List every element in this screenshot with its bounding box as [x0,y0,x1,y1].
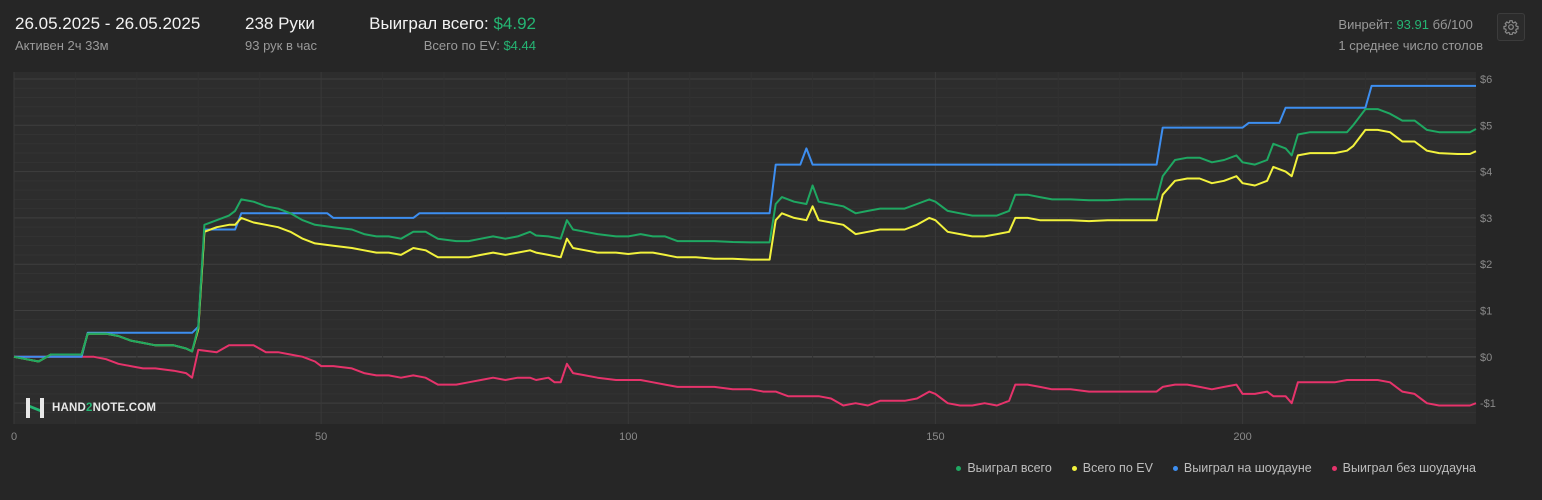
x-tick-label: 200 [1233,431,1251,443]
legend-label: Всего по EV [1082,461,1153,475]
y-tick-label: $3 [1480,213,1492,225]
date-range: 26.05.2025 - 26.05.2025 [15,14,201,33]
legend-label: Выиграл всего [967,461,1052,475]
winrate-label: Винрейт: [1338,17,1393,32]
ev-total-label: Всего по EV: [423,38,500,53]
y-tick-label: $1 [1480,306,1492,318]
x-tick-label: 50 [315,431,327,443]
y-tick-label: $6 [1480,74,1492,86]
x-axis-ticks: 0 50 100 150 200 [11,431,1252,443]
won-total-value: $4.92 [493,14,536,33]
y-tick-label: $0 [1480,352,1492,364]
hands-per-hour: 93 рук в час [245,38,317,53]
legend-dot-icon [1172,465,1178,471]
legend-label: Выиграл на шоудауне [1183,461,1312,475]
winrate-value: 93.91 [1396,17,1429,32]
legend-dot-icon [1331,465,1337,471]
date-block: 26.05.2025 - 26.05.2025 Активен 2ч 33м [15,14,200,54]
hands-count: 238 Руки [245,14,315,33]
plot-area [14,72,1476,424]
legend-item-won-total[interactable]: Выиграл всего [956,461,1052,475]
chart-grid [13,72,1476,424]
chart-series [13,84,1477,407]
legend-item-showdown[interactable]: Выиграл на шоудауне [1172,461,1312,475]
series-line-won-total [13,108,1477,363]
settings-button[interactable] [1497,13,1525,41]
logo-text-hand: HAND [52,402,87,414]
y-tick-label: -$1 [1480,398,1496,410]
x-tick-label: 100 [619,431,637,443]
legend-dot-icon [1071,465,1077,471]
hand2note-logo: HAND 2 NOTE.COM [24,397,156,419]
legend-item-ev-total[interactable]: Всего по EV [1071,461,1153,475]
x-tick-label: 150 [926,431,944,443]
hands-block: 238 Руки 93 рук в час [245,14,317,54]
hand2note-logo-icon [26,398,44,418]
y-tick-label: $4 [1480,167,1492,179]
y-tick-label: $2 [1480,259,1492,271]
ev-total-value: $4.44 [503,38,536,53]
active-time: Активен 2ч 33м [15,38,109,53]
logo-text-two: 2 [86,402,93,414]
gear-icon [1503,20,1519,35]
winnings-block: Выиграл всего: $4.92 Всего по EV: $4.44 [357,14,536,54]
avg-tables: 1 среднее число столов [1338,38,1483,53]
legend-dot-icon [956,465,962,471]
x-tick-label: 0 [11,431,17,443]
series-line-ev-total [13,128,1477,363]
y-axis-ticks: $6 $5 $4 $3 $2 $1 $0 -$1 [1480,74,1496,410]
won-total-label: Выиграл всего: [369,14,489,33]
chart-legend: Выиграл всего Всего по EV Выиграл на шоуда… [956,461,1476,475]
winrate-unit: бб/100 [1432,17,1473,32]
logo-text-note: NOTE.COM [92,402,157,414]
series-line-non-showdown [14,344,1477,407]
y-tick-label: $5 [1480,120,1492,132]
legend-label: Выиграл без шоудауна [1342,461,1476,475]
legend-item-non-showdown[interactable]: Выиграл без шоудауна [1331,461,1476,475]
winrate-block: Винрейт: 93.91 бб/100 1 среднее число ст… [1338,17,1483,54]
